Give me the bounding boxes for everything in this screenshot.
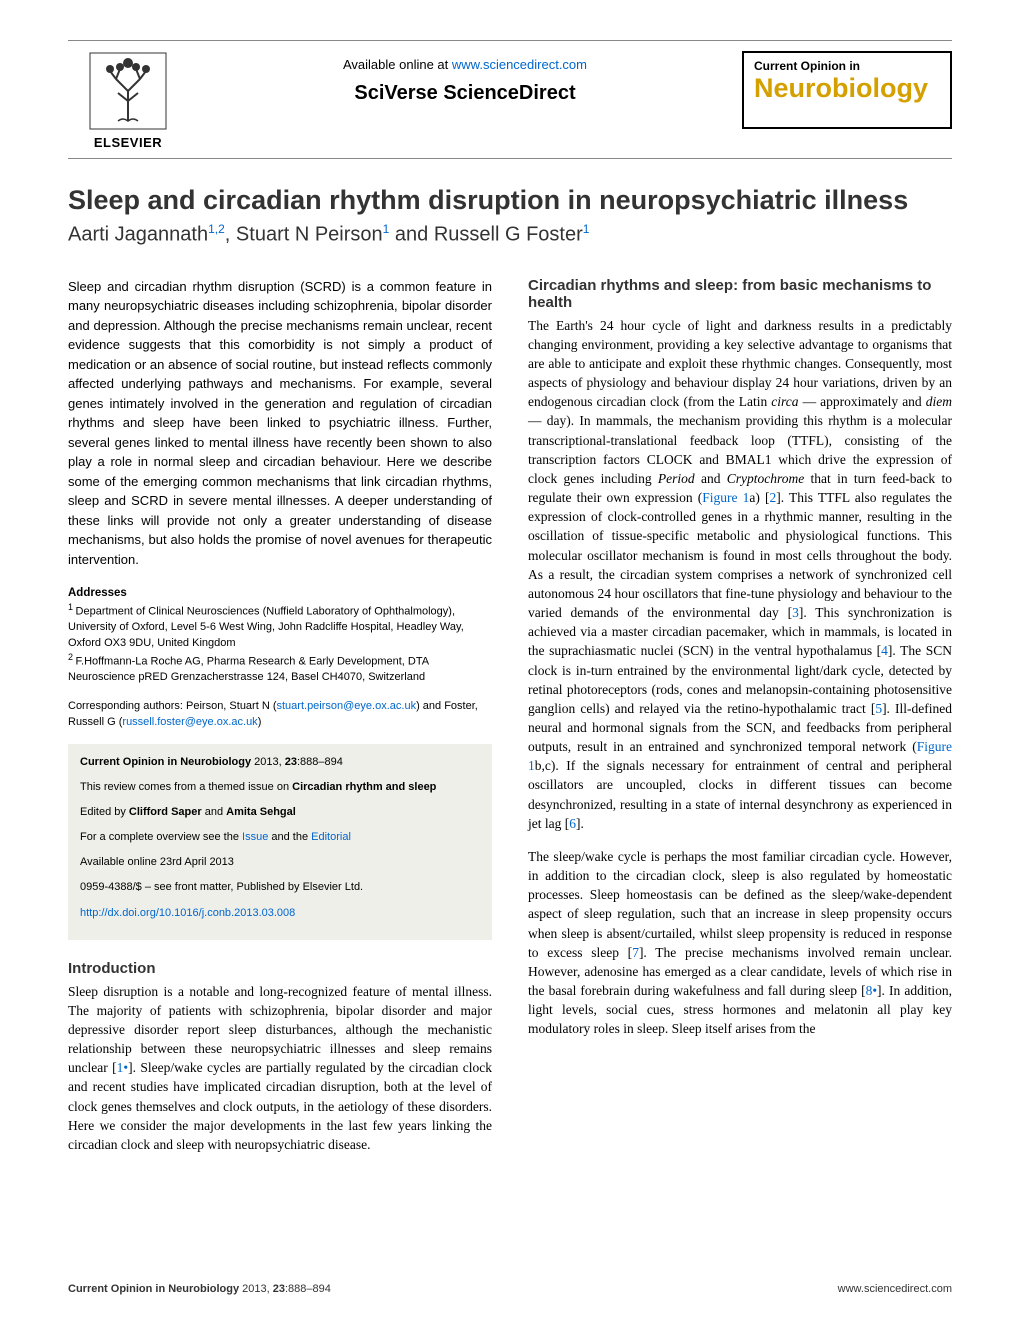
aff-sup-2: 2	[68, 652, 76, 662]
page-footer: Current Opinion in Neurobiology 2013, 23…	[68, 1283, 952, 1295]
gene-cryptochrome: Cryptochrome	[727, 471, 805, 486]
corr-prefix: Corresponding authors: Peirson, Stuart N…	[68, 700, 277, 712]
ref-3-link[interactable]: 3	[792, 605, 799, 620]
p1-l: ].	[576, 816, 584, 831]
footer-journal: Current Opinion in Neurobiology	[68, 1283, 239, 1295]
footer-volume: 23	[273, 1283, 285, 1295]
author-1: Aarti Jagannath	[68, 224, 208, 246]
right-column: Circadian rhythms and sleep: from basic …	[528, 277, 952, 1168]
intro-heading: Introduction	[68, 960, 492, 977]
p2-a: The sleep/wake cycle is perhaps the most…	[528, 849, 952, 960]
figure-1a-link[interactable]: Figure 1	[702, 490, 749, 505]
circadian-paragraph-2: The sleep/wake cycle is perhaps the most…	[528, 847, 952, 1039]
journal-small-label: Current Opinion in	[754, 59, 940, 73]
overview-prefix: For a complete overview see the	[80, 831, 242, 843]
author-sep-2: and	[389, 224, 433, 246]
overview-line: For a complete overview see the Issue an…	[80, 829, 480, 846]
available-prefix: Available online at	[343, 57, 452, 72]
circadian-body: The Earth's 24 hour cycle of light and d…	[528, 316, 952, 1039]
article-title: Sleep and circadian rhythm disruption in…	[68, 185, 952, 216]
two-column-layout: Sleep and circadian rhythm disruption (S…	[68, 277, 952, 1168]
addresses-header: Addresses	[68, 587, 492, 599]
citation-pages: :888–894	[297, 756, 343, 768]
address-2: F.Hoffmann-La Roche AG, Pharma Research …	[68, 656, 429, 683]
p1-b: — approximately and	[799, 394, 926, 409]
citation-year: 2013,	[251, 756, 285, 768]
ref-7-link[interactable]: 7	[632, 945, 639, 960]
header-row: ELSEVIER Available online at www.science…	[68, 40, 952, 159]
citation-line: Current Opinion in Neurobiology 2013, 23…	[80, 754, 480, 771]
avail-online-line: Available online 23rd April 2013	[80, 854, 480, 871]
ref-6-link[interactable]: 6	[569, 816, 576, 831]
journal-badge: Current Opinion in Neurobiology	[742, 51, 952, 129]
aff-sup-1: 1	[68, 602, 76, 612]
footer-left: Current Opinion in Neurobiology 2013, 23…	[68, 1283, 331, 1295]
gene-period: Period	[658, 471, 695, 486]
center-header: Available online at www.sciencedirect.co…	[188, 51, 742, 105]
journal-big-label: Neurobiology	[754, 75, 940, 102]
circadian-paragraph-1: The Earth's 24 hour cycle of light and d…	[528, 316, 952, 833]
issn-line: 0959-4388/$ – see front matter, Publishe…	[80, 879, 480, 896]
address-1: Department of Clinical Neurosciences (Nu…	[68, 606, 464, 649]
author-sep-1: ,	[225, 224, 236, 246]
author-line: Aarti Jagannath1,2, Stuart N Peirson 1 an…	[68, 222, 952, 247]
editorial-link[interactable]: Editorial	[311, 831, 351, 843]
citation-volume: 23	[285, 756, 297, 768]
footer-pages: :888–894	[285, 1283, 331, 1295]
ref-8-link[interactable]: 8•	[866, 983, 877, 998]
author-2: Stuart N Peirson	[236, 224, 383, 246]
doi-line: http://dx.doi.org/10.1016/j.conb.2013.03…	[80, 905, 480, 922]
citation-info-box: Current Opinion in Neurobiology 2013, 23…	[68, 744, 492, 939]
abstract-text: Sleep and circadian rhythm disruption (S…	[68, 277, 492, 570]
elsevier-tree-icon	[88, 51, 168, 131]
p1-f: a) [	[749, 490, 769, 505]
ref-4-link[interactable]: 4	[881, 643, 888, 658]
author-3: Russell G Foster	[434, 224, 583, 246]
doi-link[interactable]: http://dx.doi.org/10.1016/j.conb.2013.03…	[80, 907, 295, 919]
author-3-aff: 1	[583, 222, 590, 236]
theme-line: This review comes from a themed issue on…	[80, 779, 480, 796]
editor-2: Amita Sehgal	[226, 806, 296, 818]
issue-link[interactable]: Issue	[242, 831, 268, 843]
corr-email-1[interactable]: stuart.peirson@eye.ox.ac.uk	[277, 700, 417, 712]
editors-line: Edited by Clifford Saper and Amita Sehga…	[80, 804, 480, 821]
corr-email-2[interactable]: russell.foster@eye.ox.ac.uk	[122, 716, 257, 728]
overview-and[interactable]: and the	[268, 831, 311, 843]
footer-year: 2013,	[239, 1283, 273, 1295]
sciverse-heading: SciVerse ScienceDirect	[188, 82, 742, 105]
latin-diem: diem	[926, 394, 952, 409]
editor-1: Clifford Saper	[129, 806, 202, 818]
intro-body: Sleep disruption is a notable and long-r…	[68, 982, 492, 1154]
p1-d: and	[695, 471, 727, 486]
theme-name: Circadian rhythm and sleep	[292, 781, 436, 793]
theme-prefix: This review comes from a themed issue on	[80, 781, 292, 793]
addresses-block: 1 Department of Clinical Neurosciences (…	[68, 601, 492, 685]
citation-journal: Current Opinion in Neurobiology	[80, 756, 251, 768]
intro-p1-b: ]. Sleep/wake cycles are partially regul…	[68, 1060, 492, 1152]
corresponding-authors: Corresponding authors: Peirson, Stuart N…	[68, 699, 492, 730]
edited-prefix: Edited by	[80, 806, 129, 818]
corr-suffix: )	[258, 716, 262, 728]
p1-g: ]. This TTFL also regulates the expressi…	[528, 490, 952, 620]
circadian-heading: Circadian rhythms and sleep: from basic …	[528, 277, 952, 311]
author-1-aff: 1,2	[208, 222, 225, 236]
editor-and: and	[202, 806, 226, 818]
intro-paragraph-1: Sleep disruption is a notable and long-r…	[68, 982, 492, 1154]
ref-1-link[interactable]: 1•	[117, 1060, 128, 1075]
p1-k: b,c). If the signals necessary for entra…	[528, 758, 952, 830]
elsevier-block: ELSEVIER	[68, 51, 188, 150]
left-column: Sleep and circadian rhythm disruption (S…	[68, 277, 492, 1168]
page-container: ELSEVIER Available online at www.science…	[0, 0, 1020, 1198]
elsevier-label: ELSEVIER	[94, 135, 162, 150]
available-online-line: Available online at www.sciencedirect.co…	[188, 57, 742, 72]
footer-right: www.sciencedirect.com	[838, 1283, 952, 1295]
latin-circa: circa	[771, 394, 798, 409]
sciencedirect-url-link[interactable]: www.sciencedirect.com	[452, 57, 587, 72]
